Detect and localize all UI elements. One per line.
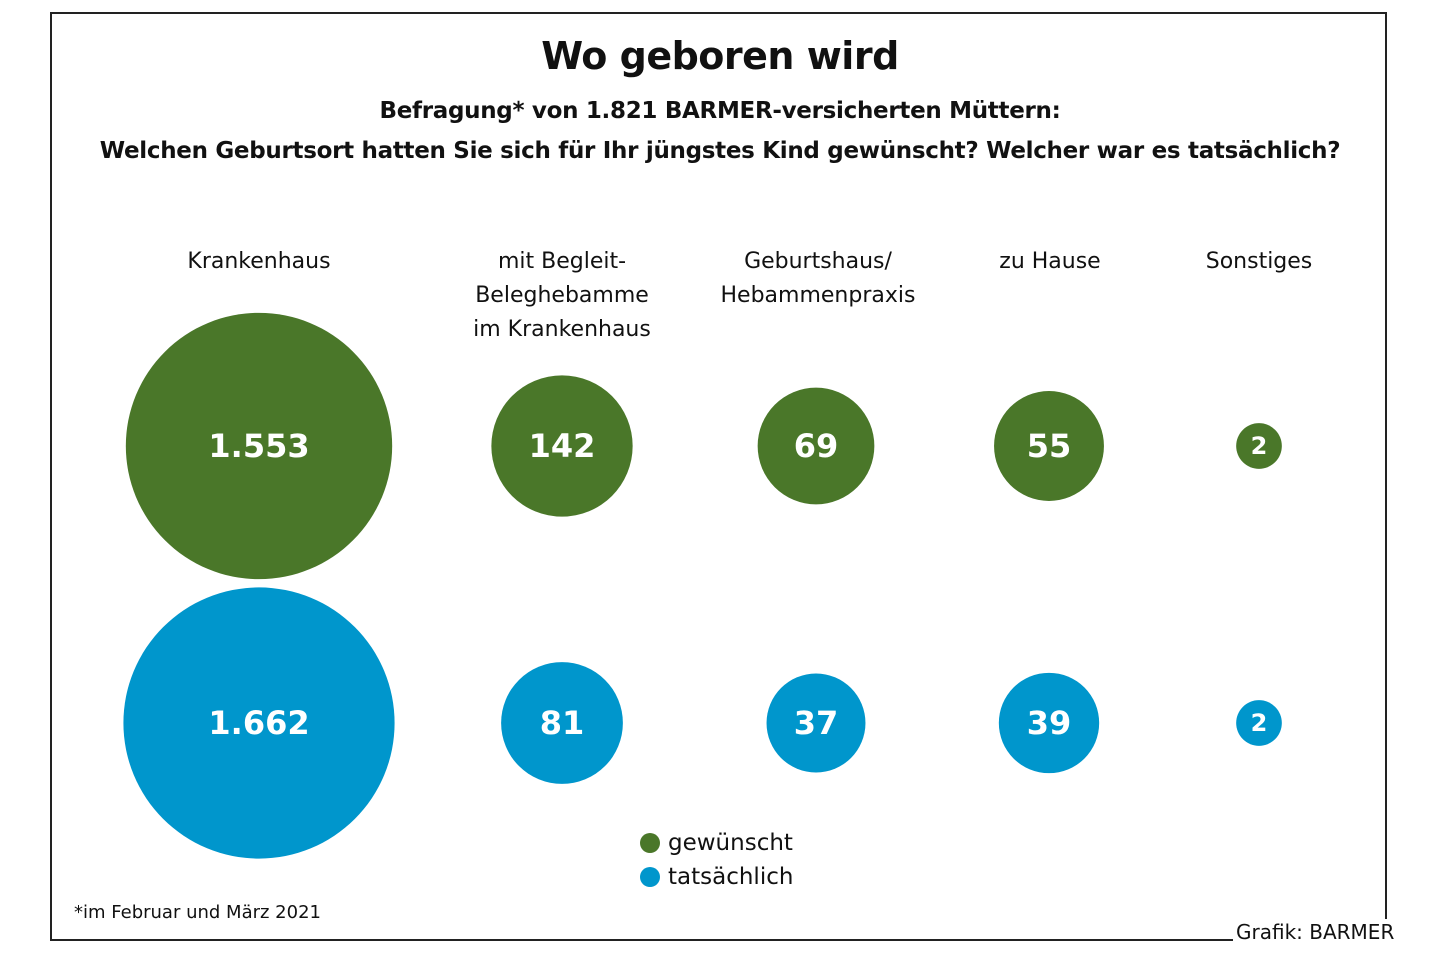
legend-label-gewuenscht: gewünscht (668, 830, 793, 856)
bubble-label-tatsaechlich-krankenhaus: 1.662 (208, 704, 309, 742)
bubble-gewuenscht-krankenhaus (125, 312, 393, 580)
footnote: *im Februar und März 2021 (74, 902, 321, 923)
bubble-tatsaechlich-geburtshaus (766, 673, 866, 773)
bubble-label-gewuenscht-mit-begleit: 142 (529, 427, 596, 465)
legend-label-tatsaechlich: tatsächlich (668, 864, 794, 890)
bubble-gewuenscht-zu-hause (994, 391, 1104, 501)
category-label-geburtshaus: Geburtshaus/ Hebammenpraxis (720, 249, 916, 308)
chart-subtitle-line-2: Welchen Geburtsort hatten Sie sich für I… (99, 138, 1341, 164)
bubble-gewuenscht-geburtshaus (757, 387, 875, 505)
chart-title: Wo geboren wird (541, 34, 899, 78)
bubble-tatsaechlich-krankenhaus (123, 587, 395, 859)
frame-border-right (1385, 12, 1387, 919)
bubble-label-tatsaechlich-mit-begleit: 81 (540, 704, 585, 742)
category-label-begleit-beleghebamme: mit Begleit- Beleghebamme im Krankenhaus (473, 249, 651, 342)
frame-border-bottom (50, 939, 1233, 941)
legend: gewünscht tatsächlich (640, 826, 793, 894)
bubble-label-gewuenscht-zu-hause: 55 (1027, 427, 1072, 465)
legend-item-tatsaechlich: tatsächlich (640, 860, 793, 894)
chart-subtitle-line-1: Befragung* von 1.821 BARMER-versicherten… (379, 98, 1061, 124)
frame-border-left (50, 12, 52, 940)
legend-swatch-gewuenscht (640, 833, 660, 853)
bubble-label-tatsaechlich-sonstiges: 2 (1251, 709, 1268, 737)
bubble-label-gewuenscht-sonstiges: 2 (1251, 432, 1268, 460)
legend-swatch-tatsaechlich (640, 867, 660, 887)
bubble-tatsaechlich-zu-hause (998, 672, 1100, 774)
category-label-zu-hause: zu Hause (999, 249, 1101, 274)
bubble-gewuenscht-sonstiges (1236, 423, 1282, 469)
bubble-tatsaechlich-mit-begleit (501, 662, 623, 784)
bubble-tatsaechlich-sonstiges (1236, 700, 1282, 746)
category-label-krankenhaus: Krankenhaus (187, 249, 331, 274)
bubble-label-gewuenscht-geburtshaus: 69 (794, 427, 839, 465)
bubble-label-gewuenscht-krankenhaus: 1.553 (208, 427, 309, 465)
bubble-label-tatsaechlich-geburtshaus: 37 (794, 704, 839, 742)
bubble-gewuenscht-mit-begleit (491, 375, 633, 517)
legend-item-gewuenscht: gewünscht (640, 826, 793, 860)
bubble-label-tatsaechlich-zu-hause: 39 (1027, 704, 1072, 742)
frame-border-top (50, 12, 1387, 14)
category-label-sonstiges: Sonstiges (1205, 249, 1313, 274)
source-credit: Grafik: BARMER (1236, 920, 1395, 944)
